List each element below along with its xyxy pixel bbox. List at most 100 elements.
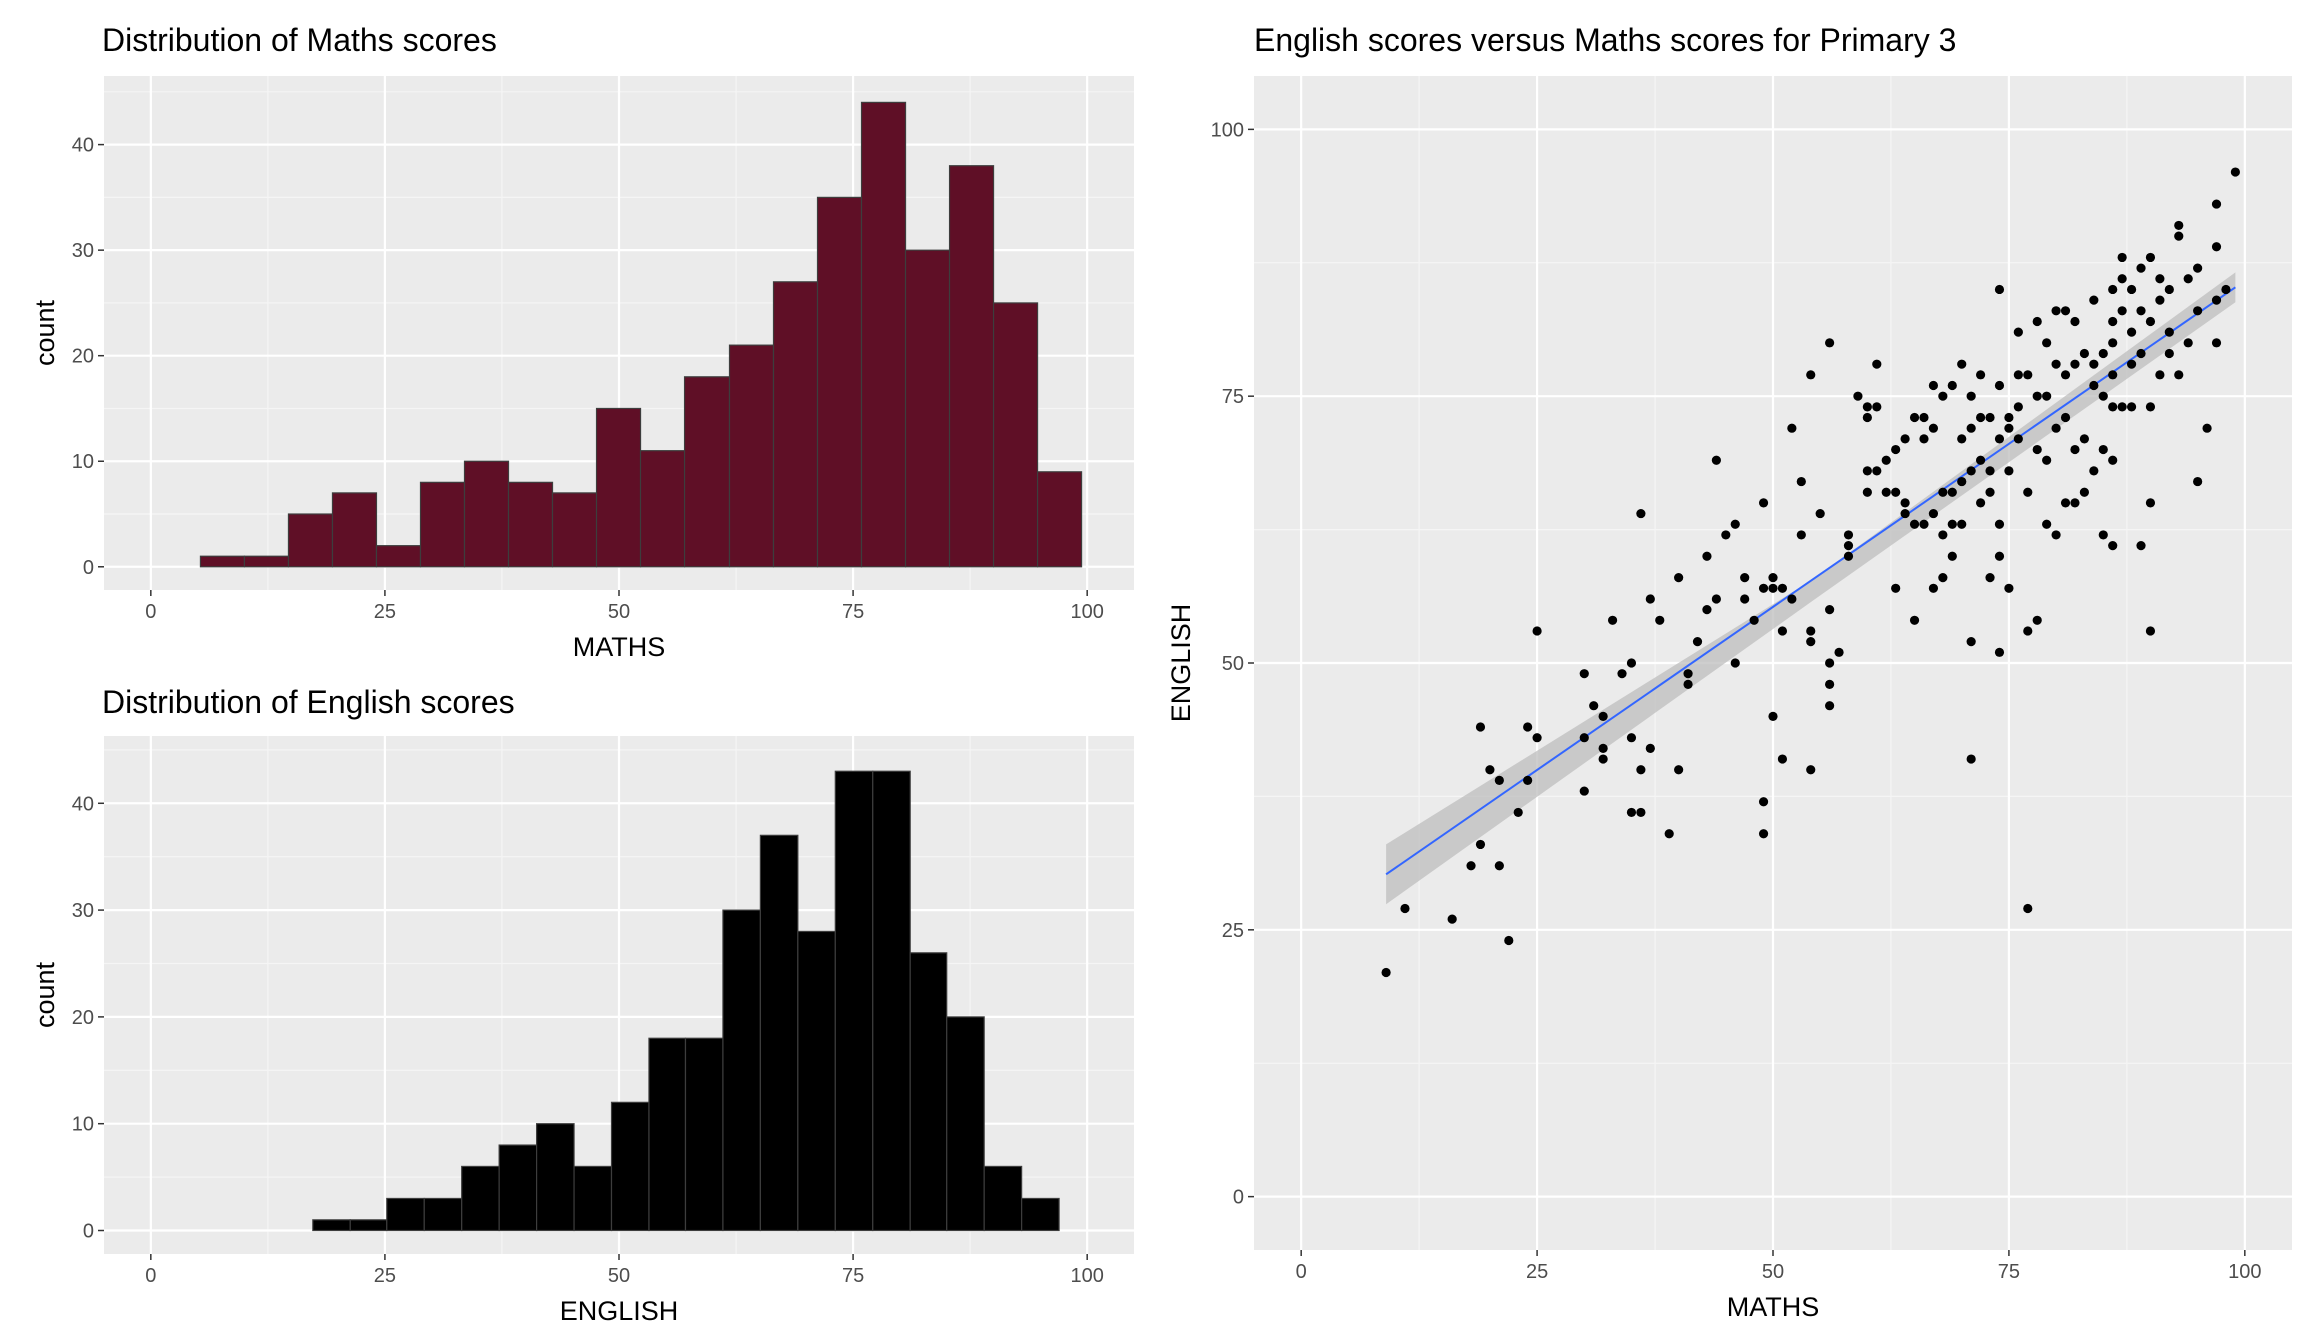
scatter-plot: 0 25 50 75 100 0 25 50 75 100 MATHS ENGLISH: [1166, 76, 2292, 1322]
data-point: [2145, 498, 2156, 508]
data-point: [2117, 252, 2127, 263]
data-point: [1900, 508, 1910, 519]
x-tick-label: 75: [842, 1265, 864, 1287]
data-point: [1589, 701, 1599, 711]
x-tick-label: 0: [145, 601, 156, 623]
data-point: [1825, 338, 1835, 348]
data-point: [2051, 306, 2061, 316]
data-point: [1664, 829, 1674, 839]
scatter-chart: English scores versus Maths scores for P…: [1160, 0, 2304, 1344]
data-point: [1598, 754, 1608, 764]
chart-title: Distribution of Maths scores: [102, 22, 497, 58]
data-point: [1777, 754, 1788, 764]
histogram-bar: [639, 450, 686, 568]
data-point: [1702, 551, 1712, 561]
data-point: [1985, 412, 1995, 423]
data-point: [1825, 701, 1835, 711]
data-point: [1758, 583, 1769, 593]
x-axis-title: MATHS: [573, 632, 666, 662]
data-point: [2108, 316, 2118, 327]
data-point: [2155, 295, 2165, 305]
histogram-bar: [507, 481, 554, 568]
data-point: [2202, 423, 2212, 433]
histogram-bar: [948, 165, 995, 568]
data-point: [1626, 733, 1637, 743]
histogram-bar: [834, 770, 874, 1232]
data-point: [2032, 615, 2042, 625]
data-point: [2004, 583, 2014, 593]
data-point: [2193, 263, 2203, 273]
data-point: [2042, 455, 2052, 465]
data-point: [1730, 658, 1740, 668]
histogram-bar: [684, 1037, 724, 1232]
data-point: [1806, 626, 1816, 636]
histogram-bar: [287, 513, 334, 568]
data-point: [1994, 647, 2005, 657]
y-axis-title: count: [30, 299, 60, 366]
data-point: [2183, 338, 2193, 348]
x-axis-title: MATHS: [1727, 1292, 1820, 1322]
histogram-bar: [1021, 1197, 1060, 1232]
data-point: [2089, 359, 2099, 369]
data-point: [1607, 615, 1618, 625]
english-histogram-plot: 0 25 50 75 100 0 10 20 30 40 ENGLISH count: [30, 736, 1134, 1326]
histogram-bar: [992, 302, 1039, 568]
y-tick-label: 20: [72, 1007, 94, 1029]
data-point: [1909, 615, 1920, 625]
data-point: [2126, 359, 2137, 369]
data-point: [2051, 423, 2061, 433]
data-point: [2183, 274, 2193, 284]
data-point: [2126, 402, 2137, 412]
data-point: [1598, 743, 1608, 753]
data-point: [1938, 530, 1948, 540]
histogram-bar: [983, 1165, 1023, 1232]
data-point: [2136, 541, 2146, 551]
data-point: [2145, 316, 2156, 327]
histogram-bar: [573, 1165, 613, 1232]
data-point: [2211, 242, 2222, 252]
x-tick-label: 75: [842, 601, 864, 623]
data-point: [1768, 583, 1778, 593]
data-point: [1504, 935, 1514, 946]
chart-title: Distribution of English scores: [102, 684, 515, 720]
data-point: [2023, 370, 2033, 380]
y-tick-label: 100: [1211, 119, 1244, 141]
data-point: [1909, 412, 1920, 423]
data-point: [1768, 711, 1778, 721]
histogram-bar: [331, 492, 378, 568]
data-point: [2004, 412, 2014, 423]
data-point: [1711, 594, 1721, 604]
y-tick-label: 30: [72, 900, 94, 922]
data-point: [2211, 295, 2222, 305]
data-point: [1475, 722, 1486, 732]
data-point: [1957, 434, 1967, 444]
histogram-bar: [595, 407, 642, 568]
data-point: [1617, 669, 1627, 679]
data-point: [2013, 402, 2023, 412]
data-point: [1976, 370, 1986, 380]
data-point: [1777, 626, 1788, 636]
data-point: [1523, 722, 1533, 732]
data-point: [1626, 807, 1637, 818]
data-point: [1787, 594, 1797, 604]
data-point: [1787, 423, 1797, 433]
histogram-bar: [759, 834, 799, 1232]
histogram-bar: [772, 281, 819, 568]
data-point: [2060, 498, 2071, 508]
data-point: [2193, 306, 2203, 316]
data-point: [1674, 765, 1684, 775]
data-point: [1938, 573, 1948, 583]
data-point: [1825, 605, 1835, 615]
data-point: [2108, 284, 2118, 295]
histogram-bar: [1036, 471, 1083, 568]
data-point: [1513, 807, 1523, 818]
confidence-band: [1386, 272, 2236, 905]
x-tick-label: 25: [374, 1265, 396, 1287]
x-tick-label: 50: [608, 1265, 630, 1287]
data-point: [2164, 348, 2174, 359]
data-point: [2221, 284, 2231, 295]
data-point: [1683, 669, 1693, 679]
data-point: [1900, 498, 1910, 508]
data-point: [1881, 487, 1891, 497]
y-tick-label: 40: [72, 135, 94, 157]
